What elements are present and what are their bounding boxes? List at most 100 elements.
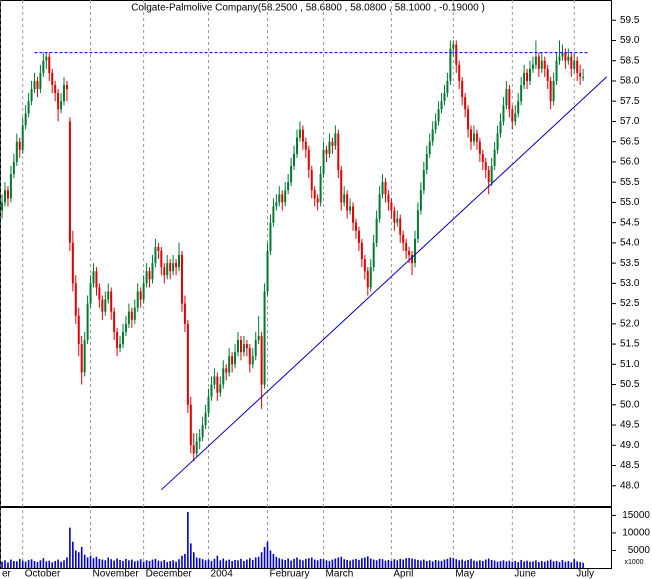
candle-body [298, 129, 301, 138]
volume-bar [313, 559, 316, 568]
candle-body [293, 153, 296, 166]
volume-bar [275, 556, 278, 568]
candle-body [154, 246, 157, 264]
volume-bar [104, 560, 107, 568]
volume-bar [272, 553, 275, 568]
candle-body [405, 242, 408, 251]
candle-body [422, 170, 425, 191]
volume-bar [195, 557, 198, 568]
volume-bar [190, 543, 192, 568]
volume-bar [89, 555, 92, 568]
volume-bar [452, 558, 455, 568]
volume-bar [520, 559, 522, 568]
volume-bar [266, 541, 269, 568]
x-tick-label: December [146, 569, 193, 579]
volume-bar [325, 560, 328, 568]
volume-bar [538, 562, 540, 568]
candle-body [151, 263, 154, 280]
candle-body [74, 283, 77, 316]
volume-bar [16, 561, 18, 568]
volume-bar [74, 550, 77, 568]
volume-bar [10, 559, 12, 568]
candle-body [484, 161, 487, 171]
volume-bar [343, 559, 345, 568]
y-tick-label: 59.5 [620, 15, 640, 26]
volume-bar [33, 560, 36, 568]
candle-body [319, 174, 322, 203]
candle-body [251, 356, 254, 365]
x-tick-label: July [576, 569, 594, 579]
volume-bar [331, 559, 334, 568]
volume-bar [449, 557, 452, 568]
volume-bar [378, 558, 381, 568]
y-tick-label: 49.5 [620, 420, 640, 431]
candle-body [65, 85, 68, 90]
volume-bar [113, 560, 115, 568]
candle-body [360, 242, 363, 260]
candle-body [107, 291, 110, 300]
volume-bar [45, 561, 48, 568]
y-tick-label: 54.0 [620, 238, 640, 249]
volume-bar [384, 560, 387, 568]
volume-bar [133, 561, 136, 568]
candle-body [561, 52, 564, 57]
volume-bar [428, 560, 431, 568]
volume-bar [467, 559, 469, 568]
volume-bar [358, 559, 360, 568]
volume-bar [30, 559, 33, 568]
candle-body [534, 56, 537, 65]
candle-body [505, 89, 508, 106]
volume-bar [284, 559, 287, 568]
candle-body [24, 113, 27, 126]
candle-body [4, 190, 7, 203]
candle-body [145, 271, 148, 284]
candle-body [313, 190, 316, 199]
volume-bar [381, 559, 384, 568]
volume-bar [131, 559, 133, 568]
candle-body [110, 291, 113, 312]
candle-body [234, 352, 237, 365]
candle-body [526, 72, 529, 81]
volume-bar [546, 560, 549, 568]
volume-bar [21, 560, 24, 568]
volume-bar [576, 561, 578, 568]
candle-body [490, 165, 493, 183]
candle-body [455, 44, 458, 65]
volume-bar [505, 561, 508, 568]
candle-body [45, 56, 48, 61]
volume-bar [570, 562, 573, 568]
candle-body [9, 174, 12, 199]
candle-body [18, 141, 21, 150]
candle-body [175, 263, 178, 268]
volume-bar [234, 559, 236, 568]
candle-body [564, 52, 567, 61]
candle-body [36, 80, 39, 90]
volume-bar [299, 559, 301, 568]
volume-bar [192, 552, 195, 568]
candle-body [496, 133, 499, 150]
candle-body [431, 129, 434, 142]
volume-bar [293, 558, 295, 568]
candle-body [127, 311, 130, 324]
volume-bar [517, 562, 520, 568]
candle-body [142, 283, 145, 300]
volume-bar [281, 559, 284, 568]
candle-body [260, 335, 263, 385]
candle-body [266, 250, 269, 292]
volume-bar [142, 561, 145, 568]
candle-body [169, 263, 172, 272]
volume-bar [119, 559, 121, 568]
candle-body [502, 105, 505, 122]
candle-body [195, 441, 198, 454]
candle-body [378, 194, 381, 219]
volume-bar [340, 556, 343, 568]
volume-bar [219, 560, 222, 568]
volume-unit-label: x1000 [624, 559, 643, 566]
candle-body [514, 113, 517, 122]
candle-body [582, 76, 585, 78]
x-tick-label: June [514, 569, 536, 579]
volume-bar [337, 557, 340, 568]
volume-bar [128, 560, 130, 568]
candle-body [6, 190, 9, 199]
candle-body [511, 109, 514, 122]
